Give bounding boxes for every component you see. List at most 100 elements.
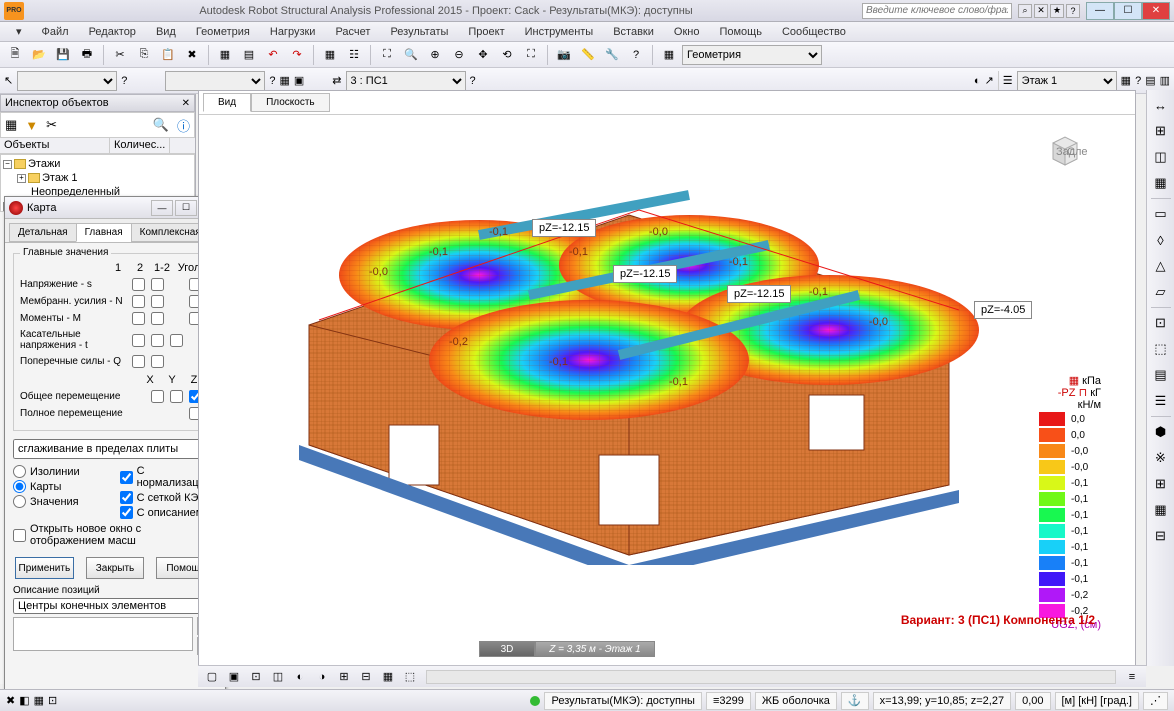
tb-paste[interactable]: 📋: [157, 44, 179, 66]
insp-filter-icon[interactable]: ▼: [25, 118, 38, 133]
bt-7[interactable]: ⊞: [334, 668, 354, 686]
menu-inserts[interactable]: Вставки: [605, 24, 662, 40]
bt-5[interactable]: ◐: [290, 668, 310, 686]
tb-print[interactable]: 🖶: [76, 44, 98, 66]
ck-t-12[interactable]: [170, 334, 183, 347]
tab-plane[interactable]: Плоскость: [251, 93, 330, 112]
menu-calc[interactable]: Расчет: [327, 24, 378, 40]
status-grip[interactable]: ⋰: [1143, 692, 1168, 710]
canvas[interactable]: -0,0-0,1-0,1 -0,1-0,0-0,1 -0,1-0,0 -0,2-…: [199, 115, 1135, 661]
ck-t-1[interactable]: [132, 334, 145, 347]
bt-8[interactable]: ⊟: [356, 668, 376, 686]
max-button[interactable]: ☐: [1114, 2, 1142, 20]
tab-detailed[interactable]: Детальная: [9, 223, 77, 242]
r-values[interactable]: [13, 495, 26, 508]
layout-combo[interactable]: Геометрия: [682, 45, 822, 65]
insp-info-icon[interactable]: ⓘ: [177, 116, 190, 135]
tb-zin[interactable]: ⊕: [424, 44, 446, 66]
rt-2[interactable]: ⊞: [1150, 120, 1172, 142]
ic-3[interactable]: ★: [1050, 4, 1064, 18]
view-ic1[interactable]: ◐: [974, 75, 981, 87]
pos-combo[interactable]: Центры конечных элементов: [13, 598, 217, 614]
view-cube[interactable]: Зад Слева: [1043, 129, 1087, 173]
tab-view[interactable]: Вид: [203, 93, 251, 112]
tb-fit[interactable]: ⛶: [520, 44, 542, 66]
ic-2[interactable]: ✕: [1034, 4, 1048, 18]
ck-norm[interactable]: [120, 471, 133, 484]
smoothing-combo[interactable]: сглаживание в пределах плиты: [13, 439, 217, 459]
tb-measure[interactable]: 📏: [577, 44, 599, 66]
rt-9[interactable]: ⊡: [1150, 312, 1172, 334]
rt-4[interactable]: ▦: [1150, 172, 1172, 194]
menu-tools[interactable]: Инструменты: [517, 24, 602, 40]
ck-d-x[interactable]: [151, 390, 164, 403]
sel-combo-1[interactable]: [17, 71, 117, 91]
rt-6[interactable]: ◊: [1150, 229, 1172, 251]
ck-d-y[interactable]: [170, 390, 183, 403]
map-min[interactable]: —: [151, 200, 173, 216]
tree-floor1[interactable]: Этаж 1: [42, 172, 77, 184]
ck-newwin[interactable]: [13, 529, 26, 542]
menu-file[interactable]: Файл: [34, 24, 77, 40]
ck-s-1[interactable]: [132, 278, 145, 291]
ck-m-2[interactable]: [151, 312, 164, 325]
tb-undo[interactable]: ↶: [262, 44, 284, 66]
menu-community[interactable]: Сообщество: [774, 24, 854, 40]
menu-project[interactable]: Проект: [460, 24, 512, 40]
st-ic3[interactable]: ▦: [34, 694, 44, 707]
ck-desc[interactable]: [120, 506, 133, 519]
h-scrollbar[interactable]: [426, 670, 1116, 684]
rt-15[interactable]: ⊞: [1150, 473, 1172, 495]
keyword-search[interactable]: [862, 3, 1012, 19]
tb-zoom-win[interactable]: ⛶: [376, 44, 398, 66]
fl-ic1[interactable]: ▦: [1121, 74, 1131, 87]
insp-search-icon[interactable]: 🔍: [153, 117, 169, 133]
nav-3d[interactable]: 3D: [479, 641, 535, 657]
menu-results[interactable]: Результаты: [382, 24, 456, 40]
tb-rot[interactable]: ⟲: [496, 44, 518, 66]
tb-del[interactable]: ✖: [181, 44, 203, 66]
ck-t-2[interactable]: [151, 334, 164, 347]
tb-open[interactable]: 📂: [28, 44, 50, 66]
menu-view[interactable]: Вид: [148, 24, 184, 40]
floor-icon[interactable]: ☰: [1003, 74, 1013, 87]
menu-help[interactable]: Помощь: [711, 24, 770, 40]
inspector-close[interactable]: ✕: [182, 98, 190, 109]
rt-1[interactable]: ↔: [1150, 94, 1172, 116]
tb-zoom[interactable]: 🔍: [400, 44, 422, 66]
tb-edit2[interactable]: ▤: [238, 44, 260, 66]
ck-s-2[interactable]: [151, 278, 164, 291]
tb-save[interactable]: 💾: [52, 44, 74, 66]
r-iso[interactable]: [13, 465, 26, 478]
bt-10[interactable]: ⬚: [400, 668, 420, 686]
sel-help1[interactable]: ?: [121, 75, 127, 87]
rt-5[interactable]: ▭: [1150, 203, 1172, 225]
sel-help2[interactable]: ?: [269, 75, 275, 87]
status-anchor[interactable]: ⚓: [841, 692, 869, 710]
bt-4[interactable]: ◫: [268, 668, 288, 686]
ck-m-1[interactable]: [132, 312, 145, 325]
ck-q-2[interactable]: [151, 355, 164, 368]
tb-help[interactable]: ?: [625, 44, 647, 66]
rt-13[interactable]: ⬢: [1150, 421, 1172, 443]
tab-main[interactable]: Главная: [76, 223, 132, 242]
nav-level[interactable]: Z = 3,35 м - Этаж 1: [535, 641, 655, 657]
r-maps[interactable]: [13, 480, 26, 493]
ck-mesh[interactable]: [120, 491, 133, 504]
rt-10[interactable]: ⬚: [1150, 338, 1172, 360]
st-ic2[interactable]: ◧: [19, 694, 29, 707]
col-objects[interactable]: Объекты: [0, 138, 110, 153]
close-button[interactable]: ✕: [1142, 2, 1170, 20]
rt-7[interactable]: △: [1150, 255, 1172, 277]
ck-n-2[interactable]: [151, 295, 164, 308]
bt-2[interactable]: ▣: [224, 668, 244, 686]
menu-window[interactable]: Окно: [666, 24, 708, 40]
bt-1[interactable]: ▢: [202, 668, 222, 686]
floor-combo[interactable]: Этаж 1: [1017, 71, 1117, 91]
tb-new[interactable]: 🗎: [4, 44, 26, 66]
map-titlebar[interactable]: Карта — ☐ ✕: [5, 197, 225, 219]
tb-pan[interactable]: ✥: [472, 44, 494, 66]
case-help[interactable]: ?: [470, 75, 476, 87]
tb-table[interactable]: ☷: [343, 44, 365, 66]
cursor-icon[interactable]: ↖: [4, 74, 13, 87]
